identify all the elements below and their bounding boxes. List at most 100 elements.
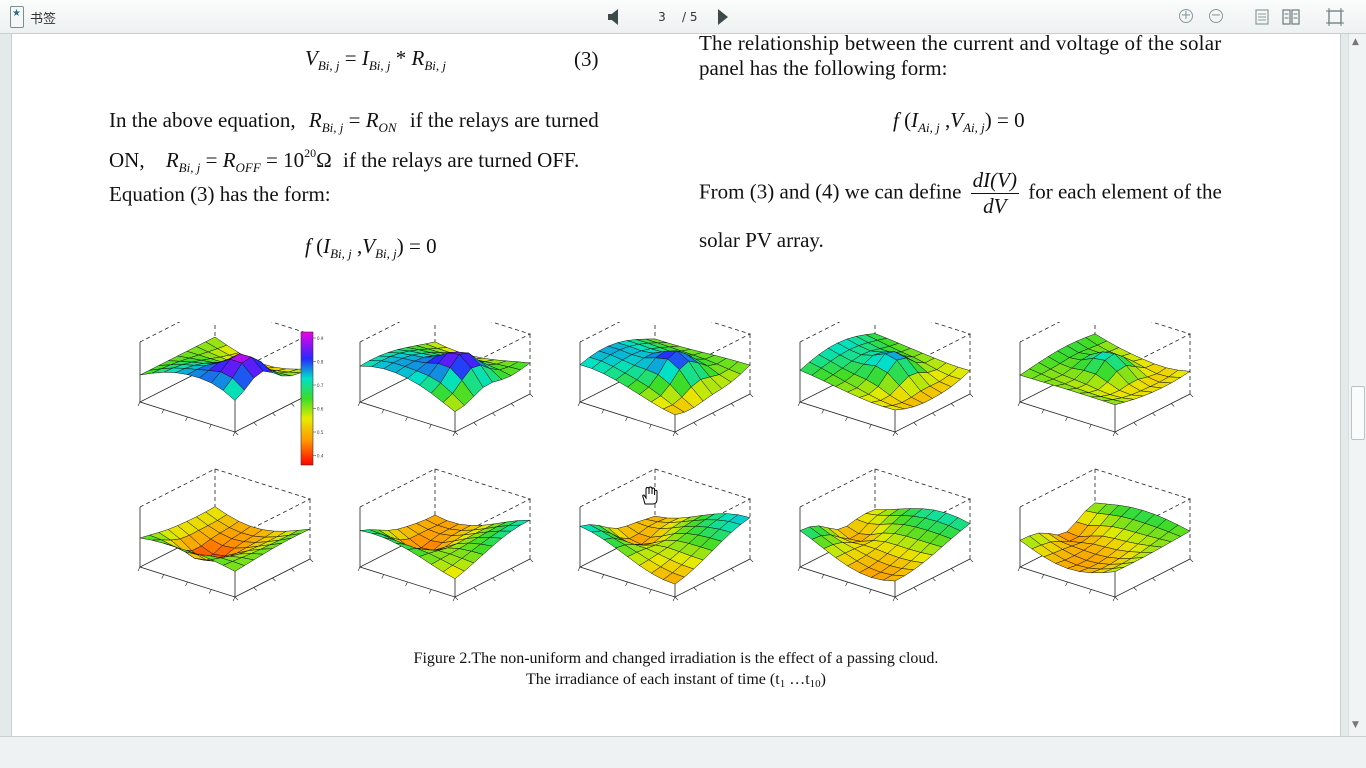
colorbar-tick-label: 0.7	[317, 383, 324, 388]
paragraph-line-1: In the above equation, RBi, j = RON if t…	[109, 108, 599, 136]
req-comma: ,	[939, 108, 951, 132]
colorbar-tick-label: 0.8	[317, 360, 324, 365]
req-i-sub: Ai, j	[918, 120, 940, 135]
surface-plot	[577, 468, 754, 602]
scroll-down-arrow-icon[interactable]: ▼	[1352, 720, 1359, 730]
equation-4-left: f (IBi, j ,VBi, j) = 0	[305, 234, 437, 262]
line1-ron-sub: ON	[378, 120, 397, 135]
colorbar-tick-label: 0.4	[317, 454, 324, 459]
caption-mid: …t	[785, 671, 810, 688]
reader-toolbar: ★ 书签 3 / 5 + −	[0, 0, 1366, 34]
eq1-i-sub: Bi, j	[368, 58, 391, 73]
left-page-margin	[0, 34, 12, 736]
bookmark-label[interactable]: 书签	[30, 12, 57, 27]
surface-plot	[797, 322, 974, 437]
eq1-star: *	[390, 46, 412, 70]
req-v: V	[950, 108, 964, 132]
paragraph-line-2: ON, RBi, j = ROFF = 1020Ω if the relays …	[109, 146, 579, 176]
surface-plot	[357, 468, 534, 602]
line1-r: R	[308, 108, 322, 132]
surface-plot	[1017, 322, 1194, 437]
eq2-comma: ,	[351, 234, 363, 258]
eq2-i: I	[323, 234, 331, 258]
figure-caption-line-2: The irradiance of each instant of time (…	[380, 671, 972, 690]
line2-post: if the relays are turned OFF.	[343, 148, 580, 172]
line2-roff-sub: OFF	[235, 160, 261, 175]
next-page-arrow-icon[interactable]	[718, 9, 728, 25]
zoom-out-icon[interactable]: −	[1209, 8, 1223, 23]
colorbar-tick-label: 0.5	[317, 430, 324, 435]
eq1-equals: =	[339, 46, 362, 70]
status-bar	[0, 736, 1366, 768]
req-f: f	[893, 108, 899, 132]
figure-caption-line-1: Figure 2.The non-uniform and changed irr…	[413, 650, 939, 667]
colorbar: 0.9 0.8 0.7 0.6 0.5 0.4	[300, 331, 324, 466]
zoom-in-icon[interactable]: +	[1179, 8, 1193, 23]
derivative-fraction: dI(V) dV	[970, 168, 1019, 219]
line2-r-sub: Bi, j	[178, 160, 201, 175]
right-page-margin	[1340, 34, 1348, 736]
eq1-r: R	[411, 46, 425, 70]
right-line-3: From (3) and (4) we can define dI(V) dV …	[699, 168, 1222, 219]
surface-plot	[137, 468, 314, 602]
page-total-label: / 5	[682, 10, 698, 24]
caption-pre: The irradiance of each instant of time (…	[526, 671, 780, 688]
previous-page-arrow-icon[interactable]	[608, 9, 618, 25]
line2-eq: =	[200, 148, 223, 172]
fit-page-icon[interactable]	[1325, 7, 1345, 27]
paragraph-line-3: Equation (3) has the form:	[109, 182, 331, 206]
vertical-scrollbar[interactable]: ▲ ▼	[1348, 34, 1366, 736]
eq2-close: ) = 0	[396, 234, 437, 258]
req-close: ) = 0	[984, 108, 1025, 132]
line1-ron: R	[365, 108, 379, 132]
line2-exp: 20	[304, 146, 317, 160]
eq2-i-sub: Bi, j	[330, 246, 352, 261]
right-line-4: solar PV array.	[699, 228, 824, 252]
irradiance-surface-figure: 0.9 0.8 0.7 0.6 0.5 0.4	[137, 322, 1194, 602]
right-line-1: The relationship between the current and…	[699, 31, 1222, 55]
req-v-sub: Ai, j	[963, 120, 985, 135]
line1-r-sub: Bi, j	[321, 120, 344, 135]
single-page-view-icon[interactable]	[1255, 9, 1269, 25]
eq2-open: (	[310, 234, 324, 258]
line1-eq: =	[343, 108, 366, 132]
surface-plot	[577, 322, 754, 437]
scrollbar-thumb[interactable]	[1351, 386, 1365, 440]
right-line3-post: for each element of the	[1028, 179, 1222, 204]
req-open: (	[898, 108, 912, 132]
fraction-denominator: dV	[983, 194, 1007, 218]
two-page-view-icon[interactable]	[1282, 9, 1300, 25]
surface-plot	[357, 322, 534, 437]
equation-3: VBi, j = IBi, j * RBi, j	[305, 46, 446, 74]
eq1-r-sub: Bi, j	[424, 58, 447, 73]
eq2-v: V	[362, 234, 376, 258]
surface-plot	[137, 322, 314, 437]
req-i: I	[911, 108, 919, 132]
eq1-i: I	[361, 46, 369, 70]
bookmark-star-icon: ★	[12, 8, 21, 19]
eq2-v-sub: Bi, j	[375, 246, 397, 261]
fraction-numerator: dI(V)	[970, 168, 1019, 194]
eq1-v: V	[305, 46, 318, 70]
colorbar-tick-label: 0.6	[317, 407, 324, 412]
right-line3-pre: From (3) and (4) we can define	[699, 179, 962, 204]
eq2-f: f	[305, 234, 311, 258]
surface-plot	[1017, 468, 1194, 602]
line2-val: = 10	[260, 148, 305, 172]
line2-pre: ON,	[109, 148, 145, 172]
caption-sub-1: 1	[779, 678, 786, 690]
current-page-input[interactable]: 3	[658, 10, 666, 24]
caption-sub-2: 10	[809, 678, 821, 690]
caption-close: )	[820, 671, 826, 688]
right-line-2: panel has the following form:	[699, 56, 948, 80]
bookmark-toggle-button[interactable]: ★	[10, 6, 24, 28]
line2-ohm: Ω	[316, 148, 332, 172]
line1-pre: In the above equation,	[109, 108, 296, 132]
hand-cursor-icon	[642, 486, 658, 505]
line1-post: if the relays are turned	[409, 108, 599, 132]
equation-iv-right: f (IAi, j ,VAi, j) = 0	[893, 108, 1025, 136]
scroll-up-arrow-icon[interactable]: ▲	[1352, 37, 1359, 47]
line2-roff: R	[222, 148, 236, 172]
colorbar-tick-label: 0.9	[317, 336, 324, 341]
equation-number-3: (3)	[574, 47, 599, 71]
